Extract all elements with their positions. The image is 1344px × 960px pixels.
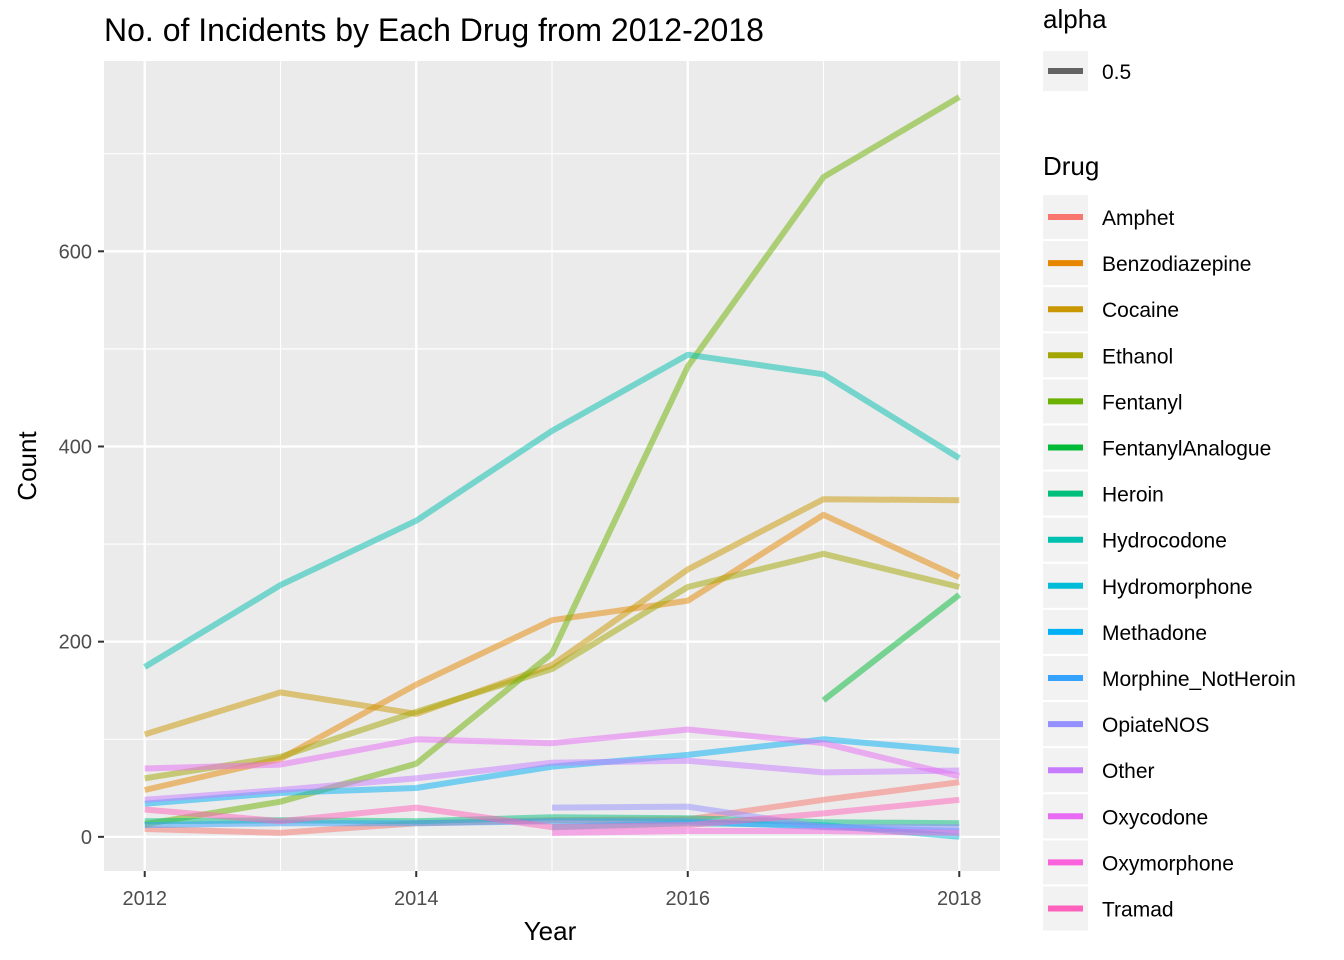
series-lines	[143, 94, 962, 840]
legend-label-opiatenos: OpiateNOS	[1102, 714, 1209, 737]
legend-label-other: Other	[1102, 760, 1155, 783]
legend-label-oxycodone: Oxycodone	[1102, 806, 1208, 829]
legend-label-methadone: Methadone	[1102, 622, 1207, 645]
x-tick-label: 2012	[122, 888, 167, 910]
minor-gridlines	[104, 61, 1000, 871]
alpha-legend: alpha 0.5	[1043, 4, 1131, 91]
x-axis: 2012 2014 2016 2018	[122, 871, 982, 910]
x-axis-title: Year	[524, 916, 577, 946]
legend-label-tramad: Tramad	[1102, 899, 1174, 922]
y-tick-label: 200	[59, 632, 92, 654]
legend-label-oxymorphone: Oxymorphone	[1102, 852, 1234, 875]
legend-label-cocaine: Cocaine	[1102, 299, 1179, 322]
series-line-cocaine	[143, 496, 960, 738]
alpha-legend-label: 0.5	[1102, 61, 1131, 84]
series-line-oxycodone	[144, 726, 961, 780]
drug-legend: Drug Amphet Benzodiazepine Cocaine Ethanol F…	[1043, 151, 1296, 931]
legend-label-hydrocodone: Hydrocodone	[1102, 530, 1227, 553]
legend-label-amphet: Amphet	[1102, 207, 1175, 230]
series-line-fentanylanalogue	[821, 592, 962, 703]
legend-label-fentanylanalogue: FentanylAnalogue	[1102, 438, 1271, 461]
y-tick-label: 400	[59, 436, 92, 458]
legend-label-morphine-notheroin: Morphine_NotHeroin	[1102, 668, 1296, 691]
x-tick-label: 2018	[937, 888, 982, 910]
legend-label-ethanol: Ethanol	[1102, 345, 1173, 368]
y-axis: 0 200 400 600	[59, 241, 104, 849]
major-gridlines	[104, 61, 1000, 871]
x-tick-label: 2016	[666, 888, 711, 910]
drug-legend-items: Amphet Benzodiazepine Cocaine Ethanol Fentan…	[1043, 195, 1296, 931]
series-line-oxymorphone	[551, 828, 960, 836]
series-line-ethanol	[144, 550, 961, 782]
series-line-tramad	[144, 796, 960, 831]
y-axis-title: Count	[12, 431, 42, 501]
series-line-hydrocodone	[143, 351, 961, 670]
legend-label-heroin: Heroin	[1102, 484, 1164, 507]
legend-label-fentanyl: Fentanyl	[1102, 391, 1183, 414]
legend-label-benzodiazepine: Benzodiazepine	[1102, 253, 1251, 276]
alpha-legend-title: alpha	[1043, 4, 1107, 34]
x-tick-label: 2014	[394, 888, 439, 910]
legend-label-hydromorphone: Hydromorphone	[1102, 576, 1253, 599]
series-line-other	[144, 757, 960, 803]
y-tick-label: 600	[59, 241, 92, 263]
chart-title: No. of Incidents by Each Drug from 2012-…	[104, 12, 764, 48]
drug-legend-title: Drug	[1043, 151, 1099, 181]
series-line-fentanyl	[144, 94, 961, 828]
y-tick-label: 0	[81, 827, 92, 849]
